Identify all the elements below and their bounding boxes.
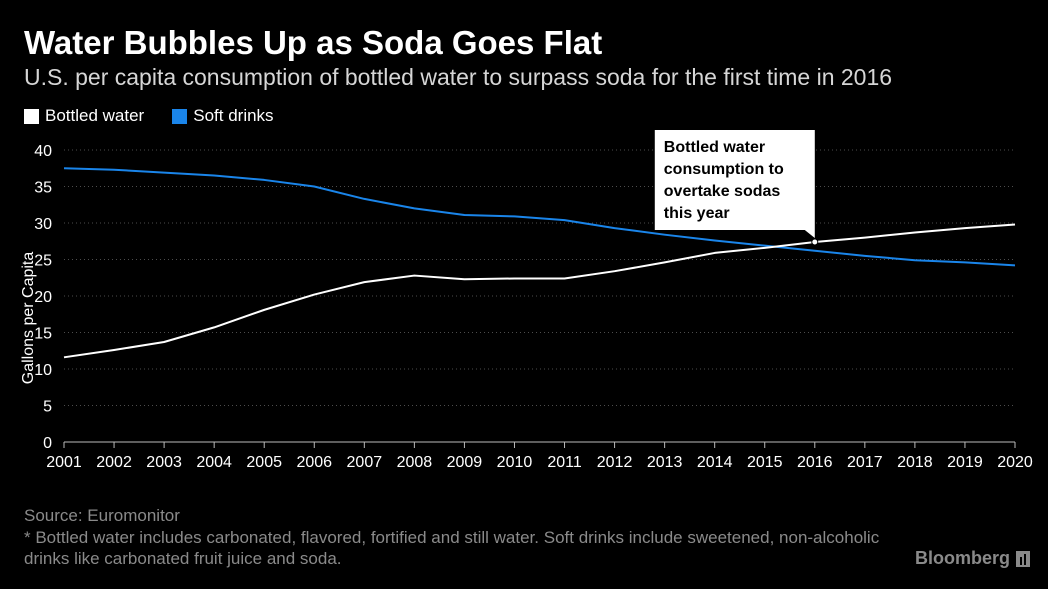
legend-item-bottled-water: Bottled water [24,106,144,126]
x-tick-label: 2008 [397,454,433,471]
legend-swatch-soft-drinks [172,108,188,124]
x-tick-label: 2016 [797,454,833,471]
legend-swatch-bottled-water [24,108,39,124]
x-tick-label: 2006 [296,454,332,471]
x-tick-label: 2002 [96,454,132,471]
annotation-text-line: consumption to [664,161,784,178]
x-tick-label: 2003 [146,454,182,471]
chart-title: Water Bubbles Up as Soda Goes Flat [24,24,603,61]
y-tick-label: 30 [34,216,52,233]
x-tick-label: 2019 [947,454,983,471]
chart-subtitle: U.S. per capita consumption of bottled w… [24,64,893,90]
y-tick-label: 0 [43,435,52,452]
legend: Bottled water Soft drinks [24,106,302,126]
y-tick-label: 5 [43,399,52,416]
x-tick-label: 2014 [697,454,733,471]
x-tick-label: 2001 [46,454,82,471]
x-tick-label: 2015 [747,454,783,471]
brand-name: Bloomberg [914,548,1010,568]
y-tick-label: 25 [34,253,52,270]
annotation-text-line: Bottled water [664,139,765,156]
x-tick-label: 2018 [897,454,933,471]
series-line-bottled-water [63,223,1016,359]
y-tick-label: 20 [34,289,52,306]
y-axis-label: Gallons per Capita [20,252,37,385]
legend-label-bottled-water: Bottled water [45,106,145,125]
x-tick-label: 2010 [497,454,533,471]
x-tick-label: 2020 [997,454,1033,471]
x-tick-label: 2005 [246,454,282,471]
x-tick-label: 2004 [196,454,232,471]
legend-item-soft-drinks: Soft drinks [172,106,274,126]
y-tick-label: 40 [34,143,52,160]
x-tick-label: 2007 [347,454,383,471]
y-tick-label: 35 [34,180,52,197]
annotation-pointer [804,230,815,238]
x-tick-label: 2012 [597,454,633,471]
annotation-text-line: overtake sodas [664,183,781,200]
annotation-box [654,130,815,230]
annotation-text-line: this year [664,205,730,222]
y-tick-label: 15 [34,326,52,343]
source-note: Source: Euromonitor [24,506,180,525]
y-tick-label: 10 [34,362,52,379]
x-tick-label: 2013 [647,454,683,471]
x-tick-label: 2009 [447,454,483,471]
annotation-marker [811,238,819,246]
series-line-soft-drinks [63,167,1016,267]
brand-logo: Bloomberg [915,548,1030,569]
x-tick-label: 2011 [547,454,582,471]
x-tick-label: 2017 [847,454,883,471]
legend-label-soft-drinks: Soft drinks [193,106,274,125]
footnote: * Bottled water includes carbonated, fla… [24,528,880,568]
bar-chart-icon [1016,550,1030,567]
